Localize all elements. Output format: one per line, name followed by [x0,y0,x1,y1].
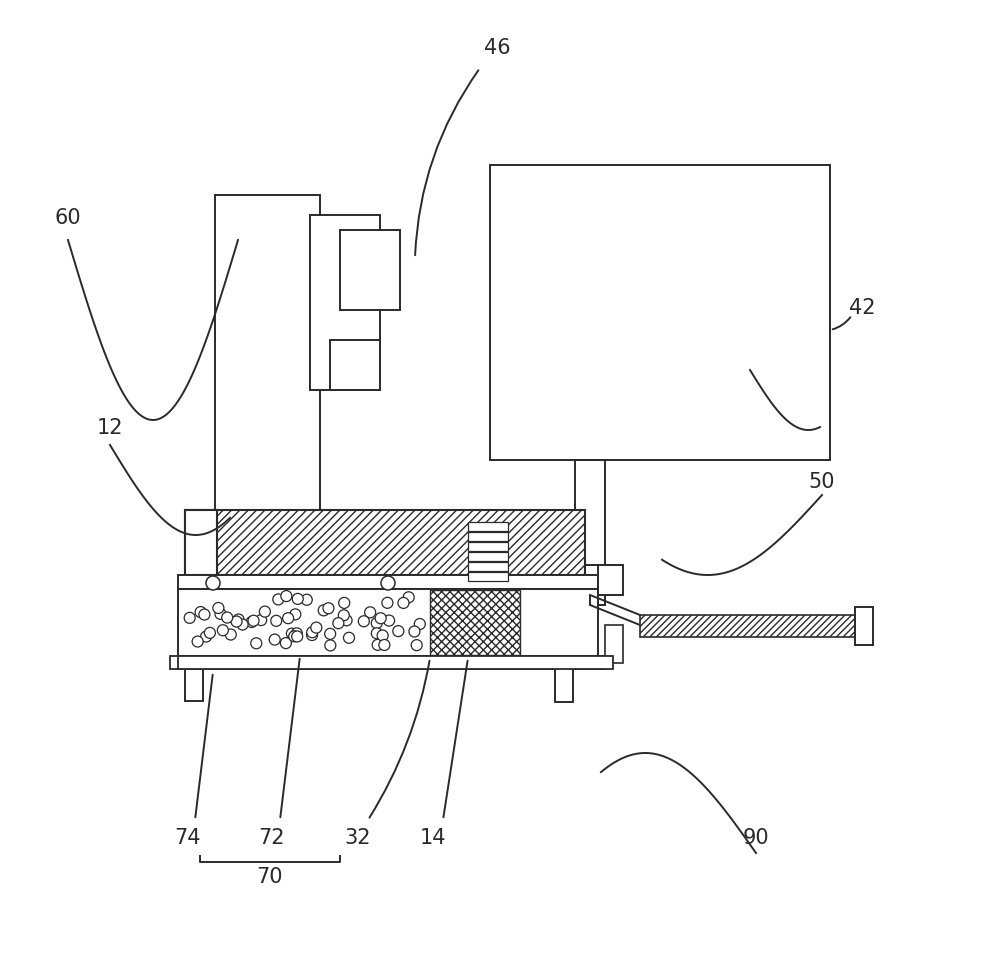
Circle shape [213,603,224,613]
Bar [855,607,873,645]
Circle shape [325,628,336,640]
Circle shape [222,612,233,623]
Text: 72: 72 [259,828,285,848]
Circle shape [311,622,322,633]
Circle shape [398,598,409,609]
Circle shape [414,618,425,630]
Bar [468,542,508,551]
Bar [340,230,400,310]
Circle shape [333,617,344,629]
Circle shape [256,614,267,626]
Text: 90: 90 [743,828,769,848]
Bar [468,552,508,561]
Circle shape [273,594,284,605]
Bar [468,522,508,531]
Text: 42: 42 [849,298,875,318]
Circle shape [204,627,215,639]
Circle shape [201,631,212,642]
Bar [560,565,615,595]
Circle shape [248,615,259,626]
Circle shape [307,630,318,641]
Circle shape [323,603,334,613]
Bar [468,572,508,581]
Circle shape [384,615,395,626]
Bar [178,575,598,589]
Bar [170,656,605,669]
Circle shape [246,616,257,628]
Text: 14: 14 [420,828,446,848]
Circle shape [377,630,388,641]
Bar [178,656,613,669]
Bar [185,510,585,575]
Circle shape [371,628,382,639]
Circle shape [206,576,220,590]
Circle shape [341,614,352,626]
Circle shape [371,617,382,629]
Circle shape [184,612,195,623]
Bar [310,215,380,390]
Circle shape [403,592,414,603]
Bar [430,590,520,655]
Circle shape [280,638,291,648]
Circle shape [409,626,420,637]
Bar [555,660,573,702]
Circle shape [237,619,248,630]
Bar [215,195,320,577]
Circle shape [318,605,329,616]
Circle shape [382,597,393,609]
Circle shape [381,576,395,590]
Text: 46: 46 [484,38,510,58]
Bar [468,562,508,571]
Circle shape [192,636,203,647]
Circle shape [379,640,390,650]
Circle shape [358,615,369,627]
Circle shape [195,607,206,617]
Circle shape [269,634,280,645]
Circle shape [343,633,354,643]
Bar [598,565,623,595]
Circle shape [301,594,312,606]
Circle shape [281,590,292,602]
Circle shape [325,640,336,651]
Circle shape [411,640,422,650]
Bar [185,669,203,701]
Bar [468,532,508,541]
Text: 74: 74 [174,828,200,848]
Text: 12: 12 [97,418,123,438]
Circle shape [231,616,242,627]
Circle shape [215,609,226,619]
Circle shape [283,612,294,624]
Text: 70: 70 [257,867,283,887]
Circle shape [286,628,297,640]
Text: 32: 32 [345,828,371,848]
Circle shape [393,626,404,637]
Circle shape [233,614,244,625]
Circle shape [292,631,303,642]
Circle shape [259,607,270,617]
Circle shape [291,628,302,639]
Circle shape [290,609,301,620]
Circle shape [292,593,303,605]
Circle shape [339,598,350,609]
Circle shape [372,640,383,650]
Circle shape [199,610,210,620]
Circle shape [251,638,262,649]
Circle shape [375,612,386,624]
Circle shape [217,625,228,636]
Circle shape [338,610,349,621]
Circle shape [271,615,282,626]
Bar [490,165,830,460]
Bar [575,460,605,605]
Text: 50: 50 [809,472,835,492]
Circle shape [289,631,300,641]
Text: 60: 60 [55,208,81,228]
Bar [605,625,623,663]
Circle shape [225,629,236,641]
Bar [330,340,380,390]
Circle shape [307,627,318,638]
Bar [640,615,855,637]
Bar [185,510,217,575]
Bar [178,589,598,656]
Circle shape [365,607,376,618]
